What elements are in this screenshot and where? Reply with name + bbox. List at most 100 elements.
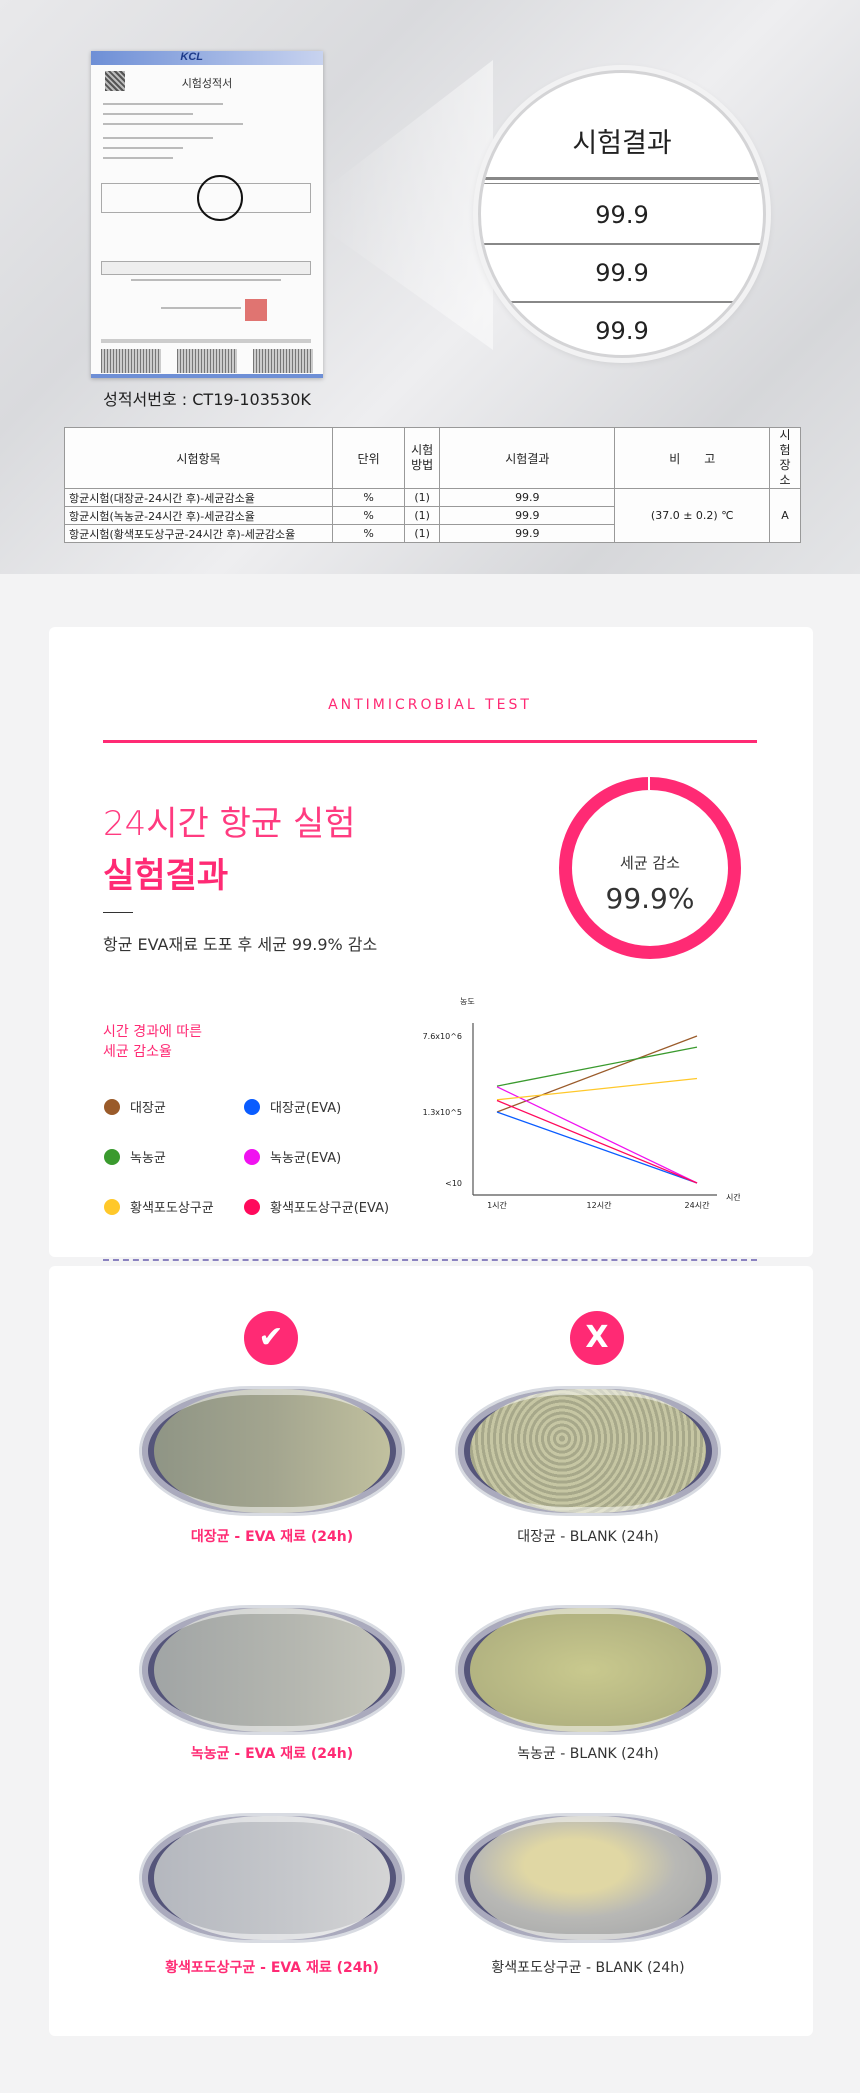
divider bbox=[481, 301, 763, 303]
y-tick-label: 1.3x10^5 bbox=[423, 1108, 462, 1117]
divider bbox=[481, 243, 763, 245]
cell-result: 99.9 bbox=[439, 506, 616, 525]
legend-dot-icon bbox=[104, 1148, 120, 1165]
legend-title-line: 세균 감소율 bbox=[103, 1044, 172, 1060]
document-pattern bbox=[101, 349, 161, 373]
section-eyebrow: ANTIMICROBIAL TEST bbox=[328, 697, 532, 713]
y-tick-label: 7.6x10^6 bbox=[423, 1032, 462, 1041]
legend-label: 녹농균(EVA) bbox=[270, 1151, 342, 1166]
document-text-line bbox=[103, 103, 223, 105]
legend-item: 대장균 bbox=[104, 1097, 166, 1116]
series-line bbox=[496, 1046, 698, 1087]
reduction-line-chart: 농도 시간 1시간 12시간 24시간 <10 1.3x10^5 7.6x10^6 bbox=[423, 997, 740, 1210]
test-result-table: 시험항목 단위 시험 방법 시험결과 비 고 시험 장소 항균시험(대장균-24… bbox=[64, 427, 801, 543]
cell-unit: % bbox=[331, 524, 406, 543]
divider bbox=[481, 183, 763, 184]
ring-value: 99.9% bbox=[605, 882, 695, 915]
header-place: 시험 장소 bbox=[769, 427, 801, 489]
dish-caption-eva: 녹농균 - EVA 재료 (24h) bbox=[190, 1746, 354, 1762]
series-line bbox=[496, 1111, 698, 1184]
divider bbox=[481, 177, 763, 180]
document-pattern bbox=[177, 349, 237, 373]
document-text-line bbox=[161, 307, 241, 309]
table-row: 항균시험(녹농균-24시간 후)-세균감소율 % (1) 99.9 bbox=[64, 506, 801, 525]
short-divider bbox=[103, 912, 133, 913]
document-header-bar bbox=[91, 51, 323, 65]
series-line bbox=[496, 1077, 698, 1101]
cell-item: 항균시험(대장균-24시간 후)-세균감소율 bbox=[64, 488, 333, 507]
section-subtitle: 실험결과 bbox=[103, 856, 229, 896]
cell-method: (1) bbox=[404, 506, 441, 525]
legend-label: 녹농균 bbox=[130, 1151, 166, 1166]
header-unit: 단위 bbox=[331, 427, 406, 489]
document-text-line bbox=[103, 113, 193, 115]
document-text-line bbox=[103, 147, 183, 149]
series-line bbox=[496, 1035, 698, 1113]
header-item: 시험항목 bbox=[64, 427, 333, 489]
cell-method: (1) bbox=[404, 488, 441, 507]
seal-stamp bbox=[245, 299, 267, 321]
legend-dot-icon bbox=[244, 1198, 260, 1215]
cell-result: 99.9 bbox=[439, 524, 616, 543]
legend-label: 대장균(EVA) bbox=[270, 1101, 342, 1116]
dashed-divider bbox=[103, 1259, 757, 1261]
legend-item: 황색포도상구균(EVA) bbox=[244, 1197, 389, 1216]
ring-gap bbox=[648, 777, 650, 790]
accent-divider bbox=[103, 740, 757, 743]
petri-dish-image-blank bbox=[455, 1386, 721, 1516]
certificate-document-image: KCL 시험성적서 bbox=[91, 51, 323, 378]
cell-item: 항균시험(녹농균-24시간 후)-세균감소율 bbox=[64, 506, 333, 525]
legend-item: 대장균(EVA) bbox=[244, 1097, 341, 1116]
document-text-line bbox=[131, 279, 281, 281]
legend-dot-icon bbox=[244, 1098, 260, 1115]
cell-result: 99.9 bbox=[439, 488, 616, 507]
magnifier-header: 시험결과 bbox=[572, 128, 672, 159]
petri-dish-image-eva bbox=[139, 1605, 405, 1735]
magnifier-value: 99.9 bbox=[595, 317, 649, 345]
magnifier-value: 99.9 bbox=[595, 201, 649, 229]
dish-caption-eva: 황색포도상구균 - EVA 재료 (24h) bbox=[165, 1960, 379, 1976]
check-icon: ✔ bbox=[244, 1311, 298, 1365]
header-result: 시험결과 bbox=[439, 427, 616, 489]
legend-item: 녹농균(EVA) bbox=[244, 1147, 341, 1166]
legend-title-line: 시간 경과에 따른 bbox=[103, 1024, 203, 1040]
table-row: 항균시험(황색포도상구균-24시간 후)-세균감소율 % (1) 99.9 bbox=[64, 524, 801, 543]
ring-label: 세균 감소 bbox=[620, 854, 680, 872]
legend-dot-icon bbox=[104, 1198, 120, 1215]
certificate-number: 성적서번호 : CT19-103530K bbox=[103, 390, 311, 409]
legend-item: 황색포도상구균 bbox=[104, 1197, 214, 1216]
header-remark: 비 고 bbox=[614, 427, 771, 489]
petri-dish-image-eva bbox=[139, 1386, 405, 1516]
legend-dot-icon bbox=[244, 1148, 260, 1165]
document-footer-bar bbox=[91, 374, 323, 378]
petri-dish-image-blank bbox=[455, 1605, 721, 1735]
document-sign-table bbox=[101, 261, 311, 275]
magnifier-circle: 시험결과 99.9 99.9 99.9 bbox=[478, 70, 766, 358]
petri-dish-image-eva bbox=[139, 1813, 405, 1943]
y-tick-label: <10 bbox=[445, 1179, 462, 1188]
table-row: 항균시험(대장균-24시간 후)-세균감소율 % (1) 99.9 (37.0 … bbox=[64, 488, 801, 543]
dish-caption-blank: 대장균 - BLANK (24h) bbox=[517, 1529, 659, 1545]
cell-remark: (37.0 ± 0.2) ℃ bbox=[614, 488, 771, 543]
x-icon: X bbox=[570, 1311, 624, 1365]
cell-item: 항균시험(황색포도상구균-24시간 후)-세균감소율 bbox=[64, 524, 333, 543]
section-title: 24시간 항균 실험 bbox=[103, 804, 356, 844]
dish-caption-blank: 황색포도상구균 - BLANK (24h) bbox=[491, 1960, 685, 1976]
legend-label: 황색포도상구균 bbox=[130, 1201, 214, 1216]
x-tick-label: 1시간 bbox=[487, 1200, 507, 1210]
document-text-line bbox=[101, 339, 311, 343]
legend-label: 대장균 bbox=[130, 1101, 166, 1116]
document-text-line bbox=[103, 157, 173, 159]
document-title: 시험성적서 bbox=[181, 77, 233, 90]
x-tick-label: 24시간 bbox=[685, 1200, 711, 1210]
magnifier-value: 99.9 bbox=[595, 259, 649, 287]
y-axis-label: 농도 bbox=[460, 997, 475, 1006]
cell-unit: % bbox=[331, 488, 406, 507]
legend-item: 녹농균 bbox=[104, 1147, 166, 1166]
petri-dish-image-blank bbox=[455, 1813, 721, 1943]
series-line bbox=[496, 1086, 698, 1184]
legend-label: 황색포도상구균(EVA) bbox=[270, 1201, 390, 1216]
section-description: 항균 EVA재료 도포 후 세균 99.9% 감소 bbox=[103, 935, 378, 954]
document-pattern bbox=[253, 349, 313, 373]
x-tick-label: 12시간 bbox=[587, 1200, 613, 1210]
